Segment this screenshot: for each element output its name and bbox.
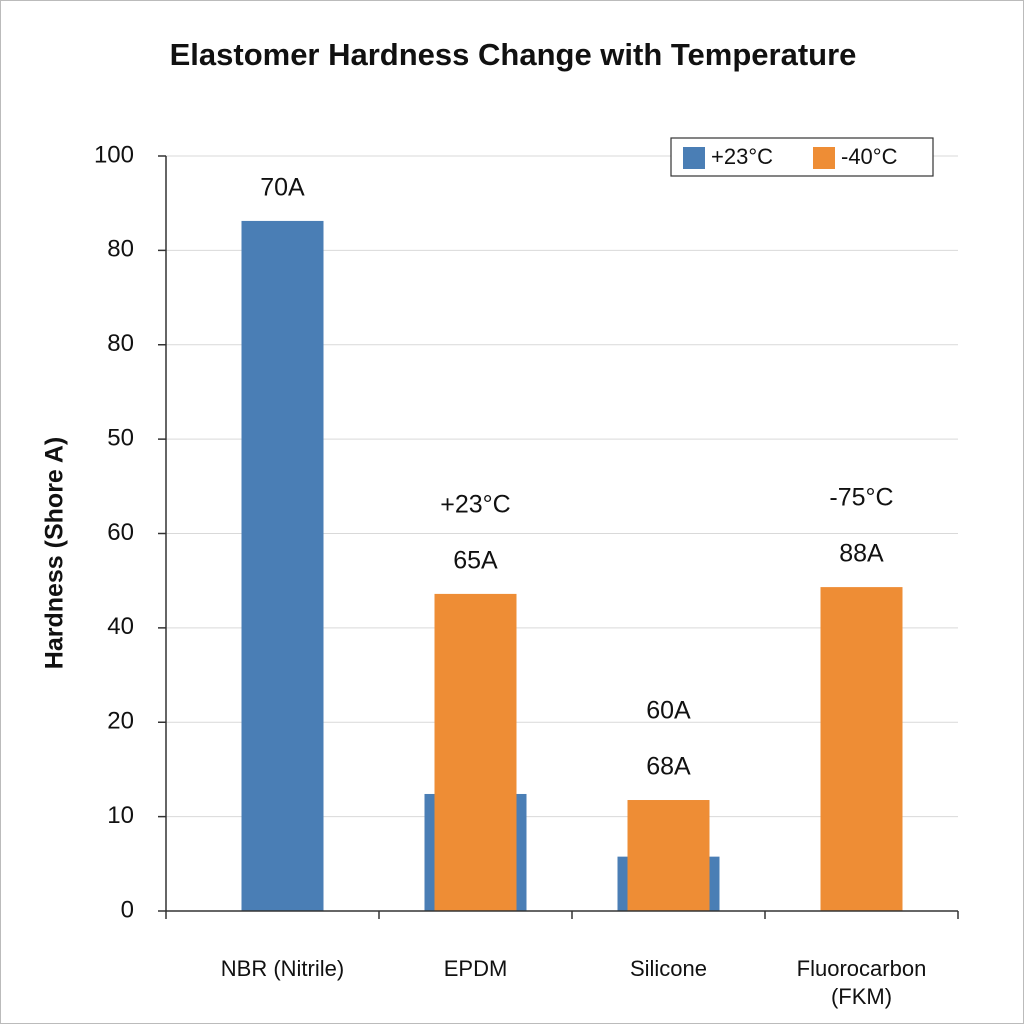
x-tick-label: EPDM xyxy=(443,956,508,981)
legend-label: -40°C xyxy=(841,144,898,169)
legend-swatch xyxy=(683,147,705,169)
annotation: 60A xyxy=(646,697,691,725)
y-axis-label: Hardness (Shore A) xyxy=(41,437,69,669)
y-tick-label: 10 xyxy=(107,802,134,829)
legend-label: +23°C xyxy=(711,144,773,169)
legend-swatch xyxy=(813,147,835,169)
y-tick-label: 20 xyxy=(107,708,134,735)
bar xyxy=(820,587,903,911)
bar xyxy=(434,593,517,911)
x-tick-label: NBR (Nitrile) xyxy=(220,956,345,981)
x-tick-label: Fluorocarbon (FKM) xyxy=(796,956,927,1009)
annotation: 70A xyxy=(260,174,305,202)
bar xyxy=(241,220,324,911)
annotation: 88A xyxy=(839,540,884,568)
x-tick-label: Silicone xyxy=(629,956,708,981)
y-tick-label: 100 xyxy=(94,141,134,168)
annotation: 65A xyxy=(453,547,498,575)
legend-box xyxy=(670,137,934,177)
bar xyxy=(627,800,710,911)
chart-title: Elastomer Hardness Change with Temperatu… xyxy=(170,37,857,72)
y-tick-label: 60 xyxy=(107,519,134,546)
annotation: -75°C xyxy=(829,484,893,512)
annotation: 68A xyxy=(646,753,691,781)
y-tick-label: 80 xyxy=(107,236,134,263)
annotation: +23°C xyxy=(440,491,510,519)
y-tick-label: 80 xyxy=(107,330,134,357)
y-tick-label: 0 xyxy=(121,896,134,923)
y-tick-label: 50 xyxy=(107,424,134,451)
y-tick-label: 40 xyxy=(107,613,134,640)
